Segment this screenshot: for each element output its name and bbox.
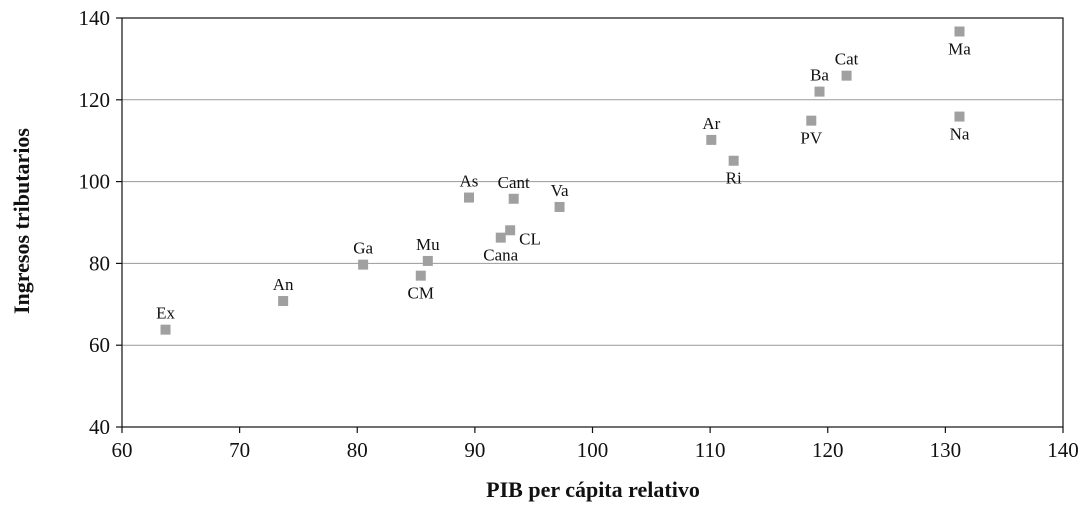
data-point-ri — [728, 155, 739, 166]
y-axis-title: Ingresos tributarios — [9, 128, 34, 314]
grid-layer — [122, 99, 1063, 346]
data-point-na — [954, 111, 965, 122]
y-tick-label: 100 — [79, 170, 111, 194]
data-point-mu — [422, 255, 433, 266]
x-tick-label: 120 — [812, 438, 844, 462]
point-label-cant: Cant — [498, 173, 530, 192]
x-tick-label: 130 — [930, 438, 962, 462]
y-tick-label: 60 — [89, 333, 110, 357]
data-point-ma — [954, 26, 965, 37]
point-label-cat: Cat — [835, 50, 859, 69]
y-tick-label: 120 — [79, 88, 111, 112]
data-point-ex — [160, 324, 171, 335]
data-point-cant — [508, 193, 519, 204]
data-point-ga — [358, 259, 369, 270]
x-tick-label: 60 — [112, 438, 133, 462]
point-label-an: An — [273, 275, 294, 294]
x-tick-label: 80 — [347, 438, 368, 462]
data-point-cana — [495, 232, 506, 243]
point-label-ga: Ga — [353, 239, 373, 258]
data-point-cl — [505, 225, 516, 236]
point-label-ri: Ri — [726, 169, 742, 188]
plot-frame — [121, 17, 1064, 428]
point-label-as: As — [460, 172, 479, 191]
point-label-ma: Ma — [948, 39, 971, 58]
x-tick-label: 90 — [464, 438, 485, 462]
x-tick-label: 100 — [577, 438, 609, 462]
point-label-ar: Ar — [702, 114, 720, 133]
data-point-as — [463, 192, 474, 203]
point-label-cl: CL — [519, 229, 541, 248]
x-tick-label: 140 — [1047, 438, 1079, 462]
y-tick-label: 80 — [89, 251, 110, 275]
plot-frame-layer — [121, 17, 1064, 428]
point-label-mu: Mu — [416, 235, 440, 254]
data-point-cat — [841, 70, 852, 81]
x-tick-label: 70 — [229, 438, 250, 462]
data-point-pv — [806, 115, 817, 126]
data-point-an — [278, 296, 289, 307]
point-label-cm: CM — [408, 284, 434, 303]
data-point-ar — [706, 134, 717, 145]
point-label-cana: Cana — [483, 246, 518, 265]
data-point-va — [554, 201, 565, 212]
y-tick-label: 140 — [79, 6, 111, 30]
point-label-ba: Ba — [810, 66, 829, 85]
point-label-va: Va — [551, 181, 569, 200]
x-axis-title: PIB per cápita relativo — [486, 477, 700, 502]
data-point-ba — [814, 86, 825, 97]
point-label-pv: PV — [800, 129, 822, 148]
y-tick-label: 40 — [89, 415, 110, 439]
data-point-cm — [415, 270, 426, 281]
x-tick-label: 110 — [695, 438, 726, 462]
point-label-na: Na — [950, 125, 970, 144]
point-label-ex: Ex — [156, 304, 175, 323]
